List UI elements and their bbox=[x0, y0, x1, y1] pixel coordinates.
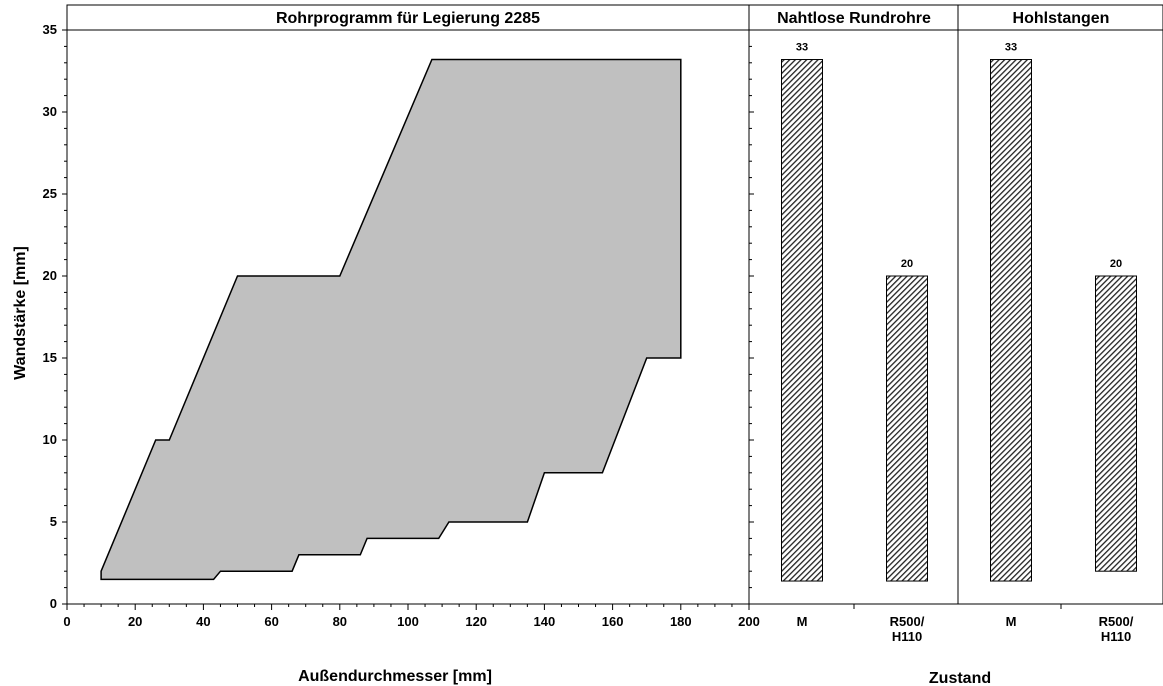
y-axis-label: Wandstärke [mm] bbox=[12, 246, 29, 380]
y-tick-label: 25 bbox=[43, 186, 57, 201]
x-tick-label: 120 bbox=[465, 614, 487, 629]
category-label: R500/ bbox=[890, 614, 925, 629]
y-tick-label: 5 bbox=[50, 514, 57, 529]
x-tick-label: 180 bbox=[670, 614, 692, 629]
bar-value-label: 33 bbox=[796, 42, 808, 54]
x-tick-label: 20 bbox=[128, 614, 142, 629]
x-tick-label: 0 bbox=[63, 614, 70, 629]
condition-bar bbox=[886, 275, 928, 582]
category-label: H110 bbox=[1101, 629, 1131, 644]
x-tick-label: 100 bbox=[397, 614, 419, 629]
y-tick-label: 20 bbox=[43, 268, 57, 283]
bar-value-label: 33 bbox=[1005, 42, 1017, 54]
y-axis: 0 5 10 15 20 25 30 35 bbox=[43, 22, 67, 611]
bar-value-label: 20 bbox=[1110, 258, 1122, 270]
bar-value-label: 20 bbox=[901, 258, 913, 270]
condition-bar bbox=[1095, 275, 1137, 572]
x-axis-label: Außendurchmesser [mm] bbox=[298, 668, 492, 685]
x-tick-label: 140 bbox=[534, 614, 556, 629]
condition-bars: 33 M 20 R500/H110 33 M 20 R500/H110 bbox=[781, 42, 1137, 644]
x-tick-label: 160 bbox=[602, 614, 624, 629]
x-tick-label: 200 bbox=[738, 614, 760, 629]
y-tick-label: 15 bbox=[43, 350, 57, 365]
category-label: H110 bbox=[892, 629, 922, 644]
program-area bbox=[100, 58, 682, 581]
y-tick-label: 10 bbox=[43, 432, 57, 447]
hollow-bars-title: Hohlstangen bbox=[1013, 10, 1110, 27]
main-panel: Rohrprogramm für Legierung 2285 0 20 40 60 8… bbox=[12, 4, 760, 685]
right-axis-ticks bbox=[749, 29, 1062, 609]
y-tick-label: 35 bbox=[43, 22, 57, 37]
main-chart-title: Rohrprogramm für Legierung 2285 bbox=[276, 10, 540, 27]
condition-axis-label: Zustand bbox=[929, 670, 991, 686]
category-label: M bbox=[1006, 614, 1017, 629]
condition-bar bbox=[990, 59, 1032, 582]
x-tick-label: 60 bbox=[264, 614, 278, 629]
category-label: M bbox=[797, 614, 808, 629]
x-tick-label: 80 bbox=[333, 614, 347, 629]
condition-bar bbox=[781, 59, 823, 582]
y-tick-label: 30 bbox=[43, 104, 57, 119]
x-axis: 0 20 40 60 80 100 120 140 160 180 200 bbox=[63, 604, 760, 629]
right-plot-frame bbox=[748, 4, 1163, 605]
right-panels: Nahtlose Rundrohre Hohlstangen 33 M 20 R500… bbox=[748, 4, 1163, 686]
category-label: R500/ bbox=[1099, 614, 1134, 629]
seamless-tubes-title: Nahtlose Rundrohre bbox=[777, 10, 931, 27]
x-tick-label: 40 bbox=[196, 614, 210, 629]
y-tick-label: 0 bbox=[50, 596, 57, 611]
